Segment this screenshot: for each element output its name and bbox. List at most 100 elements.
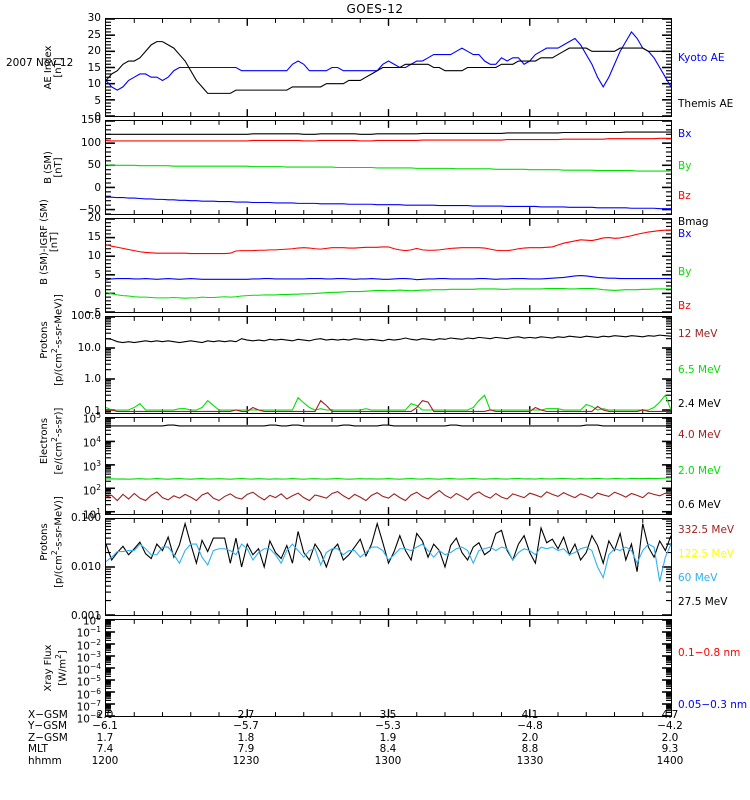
y-tick-label: 0.1 (84, 404, 101, 417)
legend-label-bz: Bz (678, 190, 691, 202)
legend-label-60-mev: 60 MeV (678, 572, 718, 584)
y-tick-label: 50 (87, 159, 101, 172)
y-tick-label: 0.010 (70, 561, 101, 573)
y-tick-label: 0 (94, 181, 101, 194)
y-tick-label: 15 (87, 231, 101, 243)
ephemeris-row: hhmm 1200 1230 1300 1330 1400 (0, 754, 750, 767)
legend-label-bx: Bx (678, 228, 692, 240)
series-bz (106, 138, 671, 141)
ephemeris-value: 7.4 (96, 743, 114, 756)
panel-protons-low (105, 316, 672, 414)
legend-label-0-6-mev: 0.6 MeV (678, 499, 721, 511)
ephemeris-row: Y−GSM −6.1 −5.7 −5.3 −4.8 −4.2 (0, 720, 750, 733)
y-tick-label: 10−1 (76, 625, 101, 640)
legend-label-0-1-0-8-nm: 0.1−0.8 nm (678, 647, 741, 659)
ephemeris-value: −4.2 (657, 720, 683, 733)
y-tick-label: 10−3 (76, 649, 101, 665)
page-title: GOES-12 (346, 2, 404, 16)
y-tick-label: 5 (94, 94, 101, 107)
series-2-0-mev (106, 478, 671, 479)
y-tick-label: 0 (94, 288, 101, 300)
ephemeris-value: 4.7 (661, 709, 679, 721)
y-tick-label: 30 (87, 12, 101, 24)
ephemeris-row: X−GSM 2.0 2.7 3.5 4.1 4.7 (0, 709, 750, 721)
ephemeris-table: X−GSM 2.0 2.7 3.5 4.1 4.7 Y−GSM −6.1 −5.7 −5.3 −4.… (0, 709, 750, 767)
ephemeris-row: Z−GSM 1.7 1.8 1.9 2.0 2.0 (0, 731, 750, 744)
ephemeris-value: −5.3 (375, 720, 401, 733)
ephemeris-row-label: Z−GSM (28, 731, 68, 744)
y-tick-label: 101 (82, 506, 101, 522)
y-tick-label: −5 (85, 307, 101, 319)
legend-label-12-mev: 12 MeV (678, 328, 718, 340)
series-themis-ae (106, 42, 671, 94)
ephemeris-value: 1330 (516, 754, 544, 767)
y-tick-label: 10.0 (77, 341, 101, 354)
ephemeris-value: −5.7 (233, 720, 259, 733)
legend-label-by: By (678, 160, 692, 172)
series-bz (106, 230, 671, 253)
y-tick-label: 15 (87, 61, 101, 74)
legend-label-themis-ae: Themis AE (678, 98, 734, 110)
ephemeris-row: MLT 7.4 7.9 8.4 8.8 9.3 (0, 743, 750, 756)
legend-label-by: By (678, 266, 692, 278)
panel-b-sm (105, 120, 672, 215)
y-tick-label: 10−6 (76, 686, 101, 702)
series-4-0-mev (106, 425, 671, 426)
panel-b-sm-igrf (105, 218, 672, 313)
legend-label-2-0-mev: 2.0 MeV (678, 465, 721, 477)
series-by (106, 165, 671, 171)
ephemeris-row-label: hhmm (28, 754, 62, 767)
ephemeris-value: 1.7 (96, 731, 114, 744)
y-tick-label: 10−2 (76, 637, 101, 653)
legend-label-0-05-0-3-nm: 0.05−0.3 nm (678, 699, 748, 711)
ephemeris-value: 4.1 (521, 709, 539, 721)
series-by (106, 289, 671, 299)
ephemeris-value: 2.0 (96, 709, 114, 721)
ephemeris-value: 7.9 (237, 743, 255, 756)
ephemeris-value: 1.8 (237, 731, 255, 744)
ephemeris-value: 1.9 (379, 731, 397, 744)
series-bx (106, 197, 671, 209)
y-tick-label: 0.001 (70, 610, 101, 622)
legend-label-2-4-mev: 2.4 MeV (678, 398, 721, 410)
ephemeris-value: 1400 (656, 754, 684, 767)
y-tick-label: 10 (87, 78, 101, 90)
y-tick-label: 100.0 (70, 310, 101, 322)
ephemeris-value: 3.5 (379, 709, 397, 721)
legend-label-122-5-mev: 122.5 MeV (678, 548, 735, 560)
y-tick-label: 5 (94, 269, 101, 281)
ephemeris-value: 2.0 (661, 731, 679, 744)
ephemeris-value: 8.8 (521, 743, 539, 756)
legend-label-bx: Bx (678, 128, 692, 140)
legend-label-bmag: Bmag (678, 216, 709, 228)
panel-ae-index (105, 18, 672, 117)
ephemeris-value: 2.7 (237, 709, 255, 721)
y-tick-label: 100 (80, 136, 101, 149)
y-tick-label: 103 (82, 458, 101, 474)
y-tick-label: 100 (82, 613, 101, 628)
y-tick-label: 10 (87, 250, 101, 262)
y-tick-label: 10−7 (76, 698, 101, 714)
ephemeris-row-label: Y−GSM (28, 720, 68, 733)
y-tick-label: 20 (87, 45, 101, 57)
y-tick-label: 1.0 (84, 373, 101, 386)
y-tick-label: 105 (82, 411, 101, 426)
y-tick-label: 20 (87, 212, 101, 224)
series-bx (106, 276, 671, 280)
ephemeris-value: 1200 (91, 754, 119, 767)
y-tick-label: 0.100 (70, 512, 101, 524)
legend-label-332-5-mev: 332.5 MeV (678, 524, 735, 536)
ephemeris-value: −4.8 (517, 720, 543, 733)
series-12-mev (106, 401, 671, 412)
y-tick-label: 104 (82, 434, 101, 450)
ephemeris-value: 2.0 (521, 731, 539, 744)
date-label: 2007 Nov 12 (6, 57, 74, 69)
series-0-6-mev (106, 491, 671, 501)
y-tick-label: 102 (82, 482, 101, 498)
panel-xray-flux (105, 619, 672, 717)
ephemeris-value: 1230 (232, 754, 260, 767)
legend-label-27-5-mev: 27.5 MeV (678, 596, 728, 608)
y-tick-label: 10−8 (76, 711, 101, 726)
panel-electrons (105, 417, 672, 515)
